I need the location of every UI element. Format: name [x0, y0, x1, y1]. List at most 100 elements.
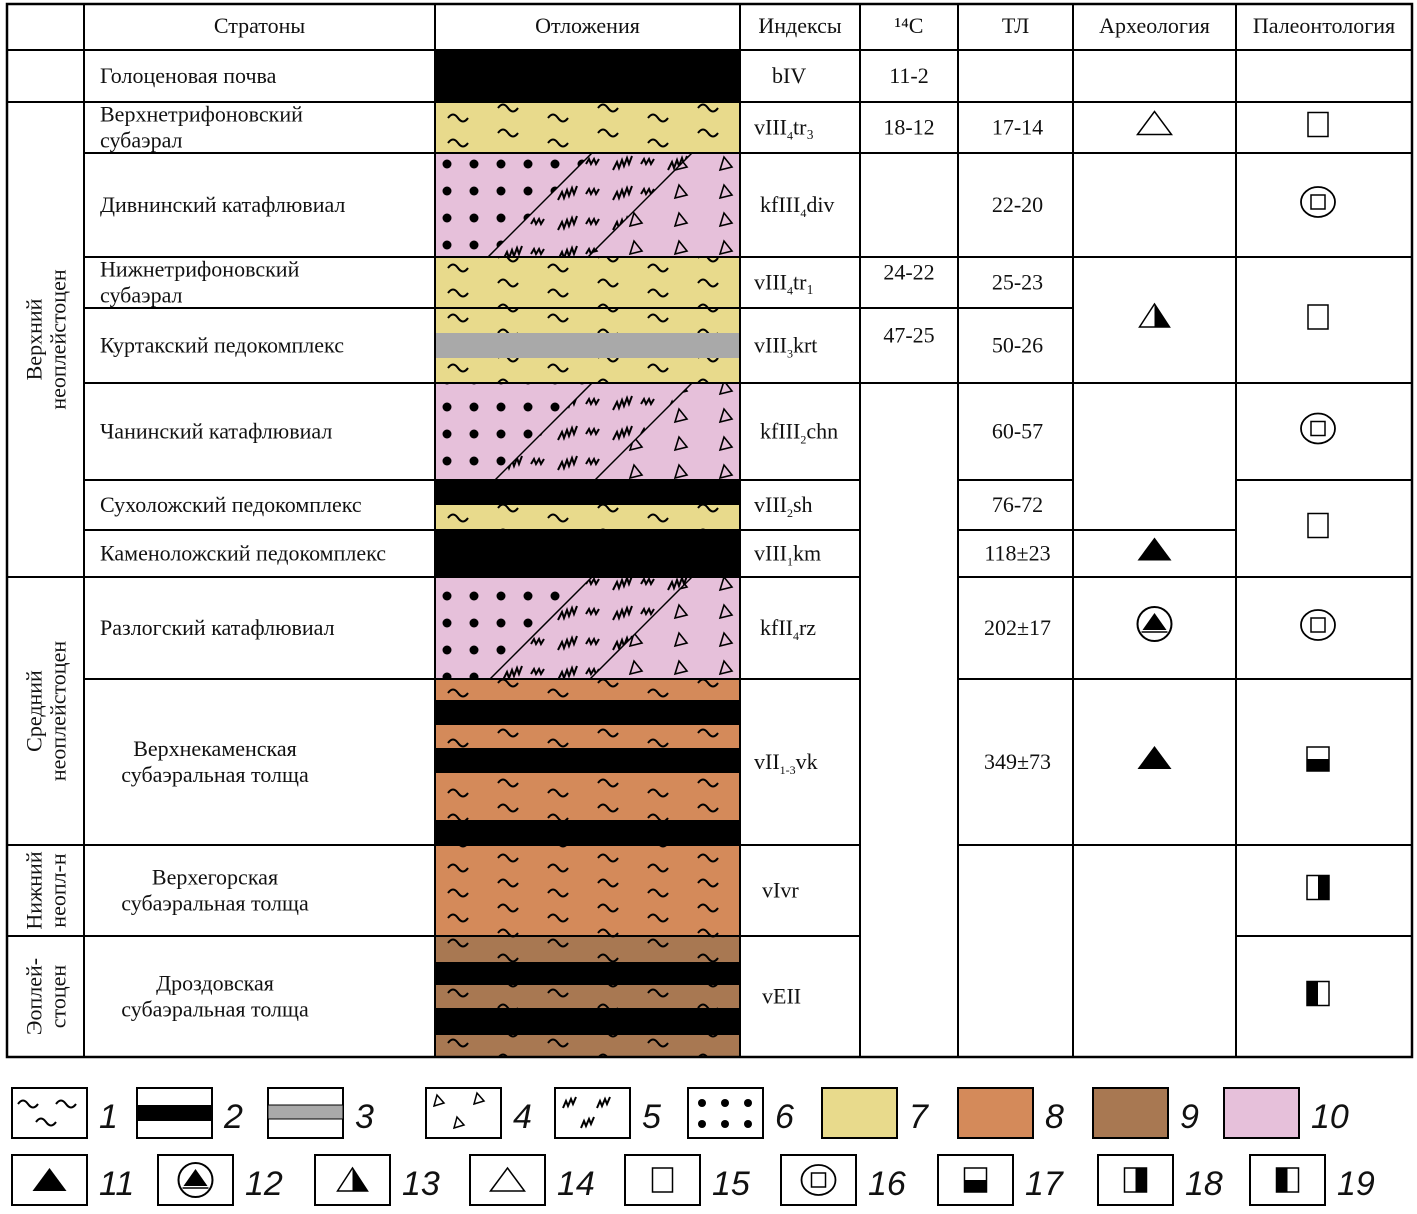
straton-name: Верхнекаменская субаэральная толща: [121, 736, 309, 787]
tilde-pattern: [435, 102, 740, 153]
legend-item-1: 1: [11, 1087, 118, 1139]
tilde-pattern: [435, 505, 740, 530]
legend-number: 11: [99, 1165, 134, 1203]
legend-number: 19: [1337, 1165, 1375, 1203]
legend-item-5: 5: [554, 1087, 661, 1139]
black-layer: [435, 748, 740, 773]
black-layer: [435, 820, 740, 845]
triangle-outline-icon: [1136, 110, 1173, 136]
archaeology-cell: [1072, 49, 1237, 103]
legend-item-15: 15: [624, 1154, 750, 1206]
dot: [744, 1099, 752, 1107]
legend-number: 1: [99, 1098, 118, 1136]
rect-left-half-icon: [1275, 1167, 1300, 1193]
legend-item-9: 9: [1092, 1087, 1199, 1139]
group-label: Нижнийнеопл-н: [22, 851, 71, 929]
legend-swatch: [1223, 1087, 1300, 1139]
black-band: [137, 1105, 212, 1121]
straton-name: Дивнинский катафлювиал: [100, 192, 345, 217]
straton-name: Верхегорская субаэральная толща: [121, 865, 309, 916]
legend-number: 15: [712, 1165, 750, 1203]
tl-value: 17-14: [992, 115, 1043, 140]
rect-bottom-half-icon: [963, 1167, 988, 1193]
rect-bottom-half-icon: [1306, 746, 1330, 772]
divider-line: [587, 152, 693, 258]
rect-circle-icon: [1300, 609, 1336, 641]
legend-number: 13: [402, 1165, 440, 1203]
black-layer: [435, 1008, 740, 1035]
table-grid: [5, 2, 1414, 1059]
legend-number: 2: [223, 1098, 243, 1136]
legend-item-4: 4: [425, 1087, 532, 1139]
dots-pattern: [435, 577, 592, 679]
zigzag-pattern: [488, 153, 692, 257]
stratum-index: vIII2sh: [754, 492, 813, 520]
straton-name: Разлогский катафлювиал: [100, 615, 335, 640]
legend-number: 6: [775, 1098, 794, 1136]
legend-swatch: [11, 1087, 88, 1139]
rect-right-half-icon: [1306, 874, 1330, 901]
triangle-outline-icon: [489, 1166, 526, 1192]
tl-value: 22-20: [992, 192, 1043, 217]
c14-cell-empty: [859, 382, 959, 1058]
legend-item-7: 7: [821, 1087, 929, 1139]
tl-value: 118±23: [984, 541, 1050, 566]
divider-line: [589, 576, 693, 680]
rect-left-half-icon: [1306, 980, 1330, 1007]
paleontology-cell: [1235, 49, 1413, 103]
divider-line: [489, 576, 593, 680]
rect-outline-icon: [651, 1167, 674, 1193]
tl-value: 349±73: [984, 749, 1051, 774]
legend-number: 17: [1025, 1165, 1064, 1203]
tilde-pattern: [435, 358, 740, 383]
legend-item-6: 6: [687, 1087, 794, 1139]
rect-circle-icon: [800, 1164, 837, 1196]
table-border: [5, 2, 1414, 1059]
black-layer: [435, 700, 740, 725]
divider-line: [594, 382, 693, 481]
legend-swatch: [687, 1087, 764, 1139]
triangle-circle-icon: [1136, 606, 1173, 642]
header-c14: ¹⁴C: [895, 13, 924, 38]
straton-name: Дроздовская субаэральная толща: [121, 971, 309, 1022]
tilde-pattern: [435, 936, 740, 962]
tilde-pattern: [17, 1099, 77, 1127]
header-tl: ТЛ: [1002, 13, 1029, 38]
archaeology-cell: [1072, 844, 1237, 1058]
legend-number: 3: [355, 1098, 374, 1136]
black-layer: [435, 480, 740, 505]
stratum-index: kfIII2chn: [760, 419, 838, 447]
triangle-filled-icon: [1137, 537, 1172, 561]
legend-item-18: 18: [1097, 1154, 1223, 1206]
group-cell-empty: [6, 49, 85, 103]
group-label: Эоплей-стоцен: [22, 958, 71, 1035]
header-archaeology: Археология: [1099, 13, 1210, 38]
legend-item-10: 10: [1223, 1087, 1349, 1139]
gray-layer: [435, 333, 740, 358]
legend-number: 18: [1185, 1165, 1223, 1203]
table-text: Стратоны Отложения Индексы ¹⁴C ТЛ Археология П…: [22, 13, 1396, 1035]
header-stratons: Стратоны: [214, 13, 306, 38]
tilde-pattern: [435, 985, 740, 1008]
stratum-index: vIII4tr₁: [754, 270, 814, 298]
tilde-pattern: [435, 679, 740, 700]
dot: [698, 1120, 706, 1128]
legend-item-17: 17: [937, 1154, 1064, 1206]
black-layer: [435, 530, 740, 577]
header-indexes: Индексы: [758, 13, 842, 38]
legend-swatch: [821, 1087, 898, 1139]
tilde-pattern: [435, 845, 740, 936]
archaeology-cell: [1072, 152, 1237, 258]
straton-name: Верхнетрифоновский субаэрал: [100, 102, 303, 153]
triangle-filled-icon: [1137, 746, 1172, 769]
tilde-pattern: [435, 773, 740, 820]
straton-name: Куртакский педокомплекс: [100, 333, 344, 358]
straton-name: Нижнетрифоновский субаэрал: [100, 257, 300, 308]
legend-swatch: [554, 1087, 631, 1139]
archaeology-cell: [1072, 382, 1237, 531]
stratum-index: vII1-3vk: [754, 749, 818, 777]
tl-value: 76-72: [992, 492, 1043, 517]
legend-number: 10: [1311, 1098, 1349, 1136]
zigzag-pattern: [562, 1096, 611, 1129]
